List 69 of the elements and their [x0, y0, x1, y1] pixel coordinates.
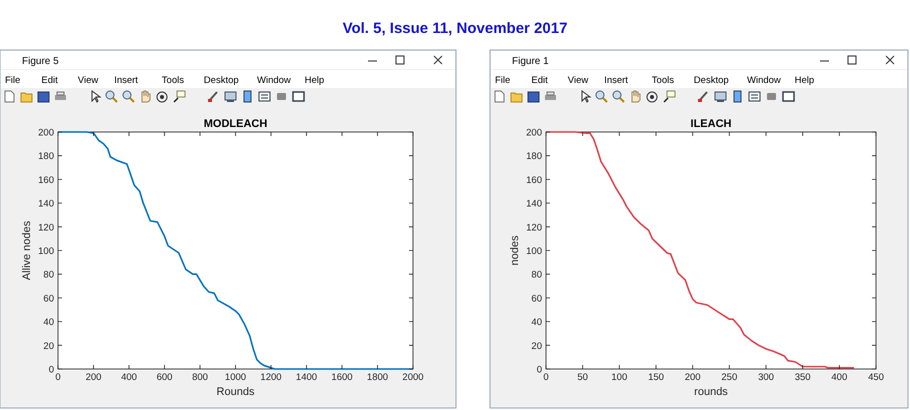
y-tick-label: 120: [38, 222, 54, 234]
text: View: [568, 75, 588, 86]
text: Tools: [162, 75, 184, 86]
text: Insert: [604, 75, 628, 86]
y-tick-label: 120: [526, 222, 542, 234]
y-tick-label: 40: [43, 317, 54, 328]
x-tick-label: 0: [55, 372, 61, 383]
y-tick-label: 140: [38, 198, 54, 210]
y-tick-label: 200: [526, 128, 542, 138]
x-axis-title: Rounds: [216, 386, 255, 398]
y-axis-title: Allive nodes: [21, 220, 33, 280]
chart-title: MODLEACH: [204, 118, 268, 130]
y-tick-label: 60: [43, 293, 54, 304]
y-tick-label: 60: [531, 293, 542, 304]
x-tick-label: 1000: [224, 372, 246, 383]
x-tick-label: 1200: [260, 372, 282, 383]
x-tick-label: 1800: [366, 372, 388, 383]
text: Tools: [652, 75, 674, 86]
y-tick-label: 160: [38, 174, 54, 186]
chart-title: ILEACH: [690, 118, 732, 130]
text: File: [495, 75, 510, 86]
x-tick-label: 400: [831, 372, 848, 383]
text: View: [78, 75, 98, 86]
text: Help: [304, 75, 324, 86]
text: Window: [257, 75, 291, 86]
x-tick-label: 250: [721, 372, 738, 383]
y-tick-label: 180: [38, 151, 54, 162]
x-tick-label: 800: [192, 372, 208, 383]
y-tick-label: 0: [536, 364, 542, 376]
y-tick-label: 20: [531, 340, 542, 352]
x-axis-title: rounds: [694, 386, 728, 398]
x-tick-label: 100: [611, 372, 628, 383]
x-tick-label: 450: [868, 372, 884, 383]
text: File: [5, 75, 20, 86]
y-tick-label: 100: [38, 246, 54, 257]
y-tick-label: 160: [526, 174, 542, 186]
y-tick-label: 200: [38, 128, 54, 138]
x-tick-label: 200: [684, 372, 701, 383]
x-tick-label: 2000: [402, 372, 424, 383]
y-tick-label: 180: [526, 151, 542, 162]
y-tick-label: 80: [43, 270, 54, 281]
caption: Figure 1: [512, 56, 550, 67]
x-tick-label: 1600: [331, 372, 353, 383]
text: Window: [747, 75, 781, 86]
line-series: [57, 131, 414, 370]
x-tick-label: 600: [156, 372, 172, 383]
y-axis-title: nodes: [509, 235, 521, 266]
text: Help: [794, 75, 814, 86]
caption: Figure 5: [22, 56, 60, 67]
text: Desktop: [694, 75, 729, 86]
y-tick-label: 140: [526, 198, 542, 210]
y-tick-label: 100: [526, 246, 542, 257]
text: Vol. 5, Issue 11, November 2017: [342, 20, 568, 37]
x-tick-label: 1400: [296, 372, 318, 383]
y-tick-label: 80: [531, 270, 542, 281]
x-tick-label: 200: [86, 372, 102, 383]
x-tick-label: 300: [758, 372, 774, 383]
x-tick-label: 150: [648, 372, 664, 383]
text: Edit: [531, 75, 548, 86]
x-tick-label: 50: [577, 372, 588, 383]
y-tick-label: 20: [43, 340, 54, 352]
x-tick-label: 0: [543, 372, 549, 383]
text: Edit: [41, 75, 58, 86]
x-tick-label: 400: [121, 372, 137, 383]
x-tick-label: 350: [794, 372, 811, 383]
y-tick-label: 0: [48, 364, 54, 376]
text: Insert: [114, 75, 138, 86]
y-tick-label: 40: [531, 317, 542, 328]
text: Desktop: [204, 75, 239, 86]
